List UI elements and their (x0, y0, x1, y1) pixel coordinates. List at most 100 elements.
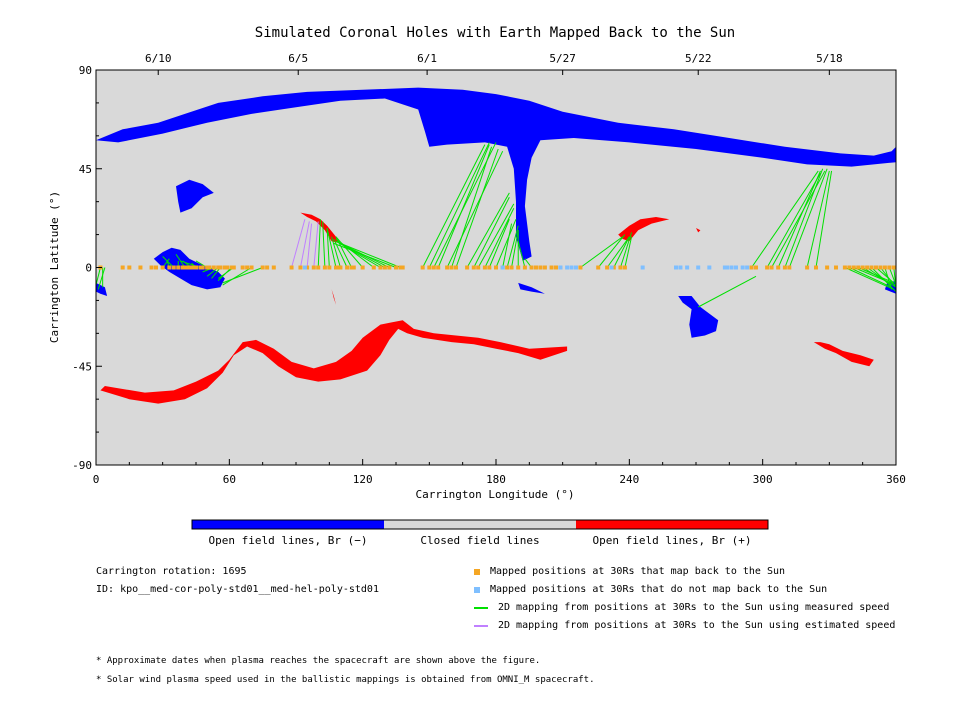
mapped-point-14 (189, 265, 194, 270)
mapped-point-105 (878, 265, 883, 270)
y-tick-label-2: 0 (85, 262, 92, 275)
coronal-hole-positive-12 (696, 228, 701, 233)
x-tick-label-6: 360 (886, 473, 906, 486)
measured-mapping-line-40 (466, 192, 510, 268)
mapped-point-57 (431, 265, 436, 270)
coronal-hole-negative-5 (678, 296, 719, 338)
mapped-point-97 (842, 265, 847, 270)
mapped-point-76 (542, 265, 547, 270)
colorbar-segment-0 (192, 520, 384, 529)
mapped-point-77 (549, 265, 554, 270)
y-tick-label-4: -90 (72, 459, 92, 472)
mapped-point-93 (805, 265, 810, 270)
colorbar-segment-2 (576, 520, 768, 529)
mapped-point-45 (349, 265, 354, 270)
unmapped-point-2 (558, 265, 563, 270)
estimated-mapping-line-2 (306, 223, 313, 268)
measured-mapping-line-54 (606, 236, 630, 268)
mapped-point-30 (249, 265, 254, 270)
mapped-point-66 (487, 265, 492, 270)
mapped-point-9 (176, 265, 181, 270)
mapped-point-36 (305, 265, 310, 270)
mapped-point-4 (149, 265, 154, 270)
coronal-hole-negative-4 (518, 282, 545, 294)
chart-title: Simulated Coronal Holes with Earth Mappe… (255, 25, 735, 41)
mapped-point-106 (882, 265, 887, 270)
unmapped-point-15 (729, 265, 734, 270)
mapped-point-90 (776, 265, 781, 270)
footnote-dates: * Approximate dates when plasma reaches … (96, 656, 541, 666)
mapped-point-89 (769, 265, 774, 270)
mapped-point-12 (185, 265, 190, 270)
x-tick-label-4: 240 (619, 473, 639, 486)
mapped-point-96 (834, 265, 838, 270)
unmapped-point-7 (640, 265, 645, 270)
measured-mapping-line-46 (502, 223, 513, 268)
mapped-point-27 (231, 265, 236, 270)
measured-mapping-line-55 (613, 236, 630, 268)
footnote-speed: * Solar wind plasma speed used in the ba… (96, 675, 595, 685)
blue-square-icon (474, 586, 480, 593)
mapped-point-52 (394, 265, 398, 270)
mapped-point-81 (596, 265, 601, 270)
measured-mapping-line-44 (488, 219, 510, 268)
colorbar-frame (191, 519, 769, 530)
mapped-point-44 (345, 265, 350, 270)
measured-mapping-line-43 (484, 208, 515, 268)
measured-mapping-line-18 (222, 267, 263, 284)
date-tick-label-5: 5/18 (816, 52, 843, 65)
mapped-point-28 (240, 265, 245, 270)
unmapped-point-13 (722, 265, 727, 270)
coronal-hole-negative-0 (96, 87, 896, 261)
mapped-point-41 (334, 265, 338, 270)
y-tick-label-0: 90 (79, 64, 92, 77)
unmapped-point-11 (696, 265, 701, 270)
mapped-point-11 (182, 265, 187, 270)
unmapped-point-5 (574, 265, 578, 270)
mapped-point-83 (611, 265, 616, 270)
mapped-point-88 (765, 265, 770, 270)
mapped-point-61 (454, 265, 458, 270)
y-tick-label-3: -45 (72, 360, 92, 373)
measured-mapping-line-33 (422, 144, 486, 268)
unmapped-point-1 (500, 265, 505, 270)
mapped-point-87 (754, 265, 758, 270)
mapped-point-8 (171, 265, 176, 270)
mapped-point-55 (420, 265, 425, 270)
mapped-point-50 (382, 265, 387, 270)
legend-label-not-mapped: Mapped positions at 30Rs that do not map… (490, 584, 828, 595)
measured-mapping-line-21 (326, 227, 330, 268)
mapped-point-99 (851, 265, 856, 270)
measured-mapping-line-36 (437, 144, 490, 268)
measured-mapping-line-61 (777, 170, 821, 268)
mapped-point-10 (180, 265, 185, 270)
mapped-point-42 (336, 265, 341, 270)
mapped-point-23 (218, 265, 223, 270)
coronal-hole-positive-11 (331, 289, 336, 305)
mapped-point-1 (120, 265, 125, 270)
measured-mapping-line-64 (806, 170, 830, 268)
orange-square-icon (474, 568, 480, 575)
mapped-point-43 (338, 265, 343, 270)
date-tick-label-0: 6/10 (145, 52, 172, 65)
x-tick-label-0: 0 (93, 473, 100, 486)
unmapped-point-9 (678, 265, 683, 270)
measured-mapping-line-23 (331, 236, 341, 268)
mapped-point-47 (360, 265, 365, 270)
measured-mapping-line-38 (451, 146, 493, 268)
unmapped-point-8 (674, 265, 678, 270)
coronal-hole-positive-10 (813, 342, 874, 367)
legend-item-mapped: Mapped positions at 30Rs that map back t… (474, 566, 785, 577)
coronal-hole-positive-8 (300, 212, 341, 244)
unmapped-point-16 (734, 265, 738, 270)
colorbar-segment-1 (384, 520, 576, 529)
measured-mapping-line-19 (317, 219, 321, 268)
x-tick-label-5: 300 (753, 473, 773, 486)
mapped-point-18 (200, 265, 205, 270)
mapped-point-100 (856, 265, 861, 270)
mapped-point-33 (271, 265, 276, 270)
x-axis-label: Carrington Longitude (°) (416, 488, 575, 501)
y-tick-label-1: 45 (79, 163, 92, 176)
mapped-point-72 (522, 265, 527, 270)
mapping-lines-layer (95, 142, 897, 308)
